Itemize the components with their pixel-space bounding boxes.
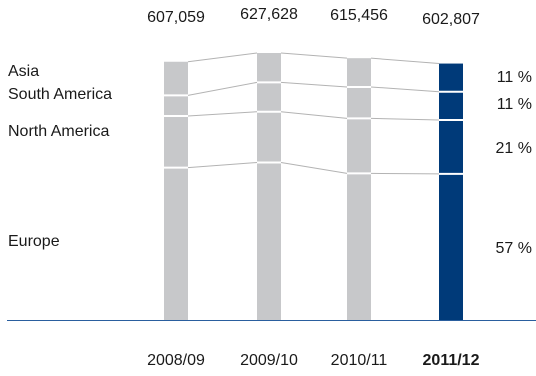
bar-segment-north-america-2010-11 (347, 118, 371, 173)
bar-segment-north-america-2008-09 (164, 116, 188, 168)
connector-line (188, 53, 257, 62)
percent-label-asia: 11 % (497, 69, 532, 86)
total-label: 602,807 (422, 11, 480, 28)
bar-segment-north-america-2011-12 (439, 120, 463, 174)
bar-segment-south-america-2009-10 (257, 82, 281, 111)
connector-line (371, 87, 439, 92)
bar-segment-europe-2011-12 (439, 174, 463, 320)
bar-segment-asia-2009-10 (257, 53, 281, 82)
bar-segment-south-america-2011-12 (439, 92, 463, 120)
connector-line (188, 112, 257, 116)
total-label: 607,059 (147, 9, 205, 26)
total-label: 627,628 (240, 6, 298, 23)
connector-line (281, 82, 347, 87)
connector-line (371, 118, 439, 120)
connector-lines (188, 53, 439, 174)
legend-label-asia: Asia (8, 63, 39, 80)
total-label: 615,456 (330, 7, 388, 24)
connector-line (281, 53, 347, 58)
bar-segment-north-america-2009-10 (257, 112, 281, 163)
percent-label-europe: 57 % (496, 240, 532, 257)
x-tick-label: 2011/12 (423, 352, 480, 369)
percent-label-south-america: 11 % (497, 96, 532, 113)
connector-line (188, 162, 257, 167)
bar-segment-south-america-2008-09 (164, 95, 188, 116)
bar-segment-europe-2010-11 (347, 173, 371, 320)
x-tick-label: 2008/09 (147, 352, 205, 369)
bar-segment-asia-2010-11 (347, 58, 371, 87)
x-tick-label: 2010/11 (331, 352, 388, 369)
bar-segment-europe-2008-09 (164, 168, 188, 320)
legend-label-north-america: North America (8, 123, 109, 140)
bar-segment-south-america-2010-11 (347, 87, 371, 118)
legend-label-europe: Europe (8, 233, 60, 250)
bar-segment-europe-2009-10 (257, 162, 281, 320)
x-tick-label: 2009/10 (240, 352, 298, 369)
percent-label-north-america: 21 % (496, 140, 532, 157)
connector-line (281, 162, 347, 173)
connector-line (281, 112, 347, 119)
connector-line (371, 58, 439, 63)
connector-line (188, 82, 257, 95)
bar-segment-asia-2008-09 (164, 62, 188, 96)
bar-segment-asia-2011-12 (439, 64, 463, 92)
legend-label-south-america: South America (8, 86, 112, 103)
